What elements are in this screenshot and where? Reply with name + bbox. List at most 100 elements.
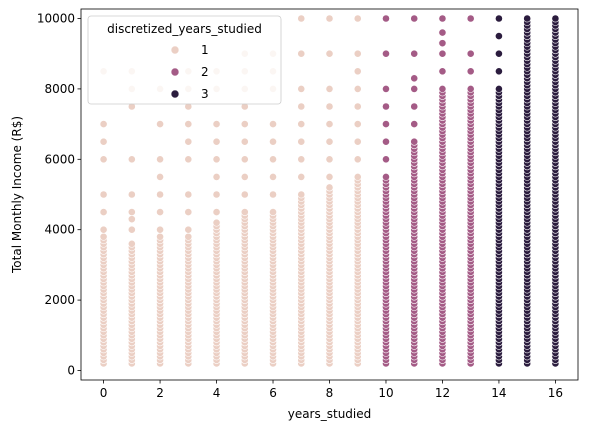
data-point-group-1	[156, 226, 163, 233]
data-point-group-1	[185, 138, 192, 145]
data-point-group-1	[269, 173, 276, 180]
data-point-group-1	[128, 226, 135, 233]
data-point-group-2	[439, 40, 446, 47]
data-point-group-2	[382, 173, 389, 180]
data-point-group-1	[213, 191, 220, 198]
data-point-group-2	[411, 15, 418, 22]
x-tick-label: 14	[491, 386, 506, 400]
data-point-group-1	[354, 103, 361, 110]
data-point-group-3	[552, 15, 559, 22]
data-point-group-2	[382, 121, 389, 128]
data-point-group-1	[298, 121, 305, 128]
data-point-group-1	[354, 121, 361, 128]
y-tick-label: 0	[67, 363, 75, 377]
x-tick-label: 0	[100, 386, 108, 400]
y-tick-label: 6000	[44, 152, 75, 166]
data-point-group-1	[298, 15, 305, 22]
data-point-group-1	[298, 173, 305, 180]
data-point-group-1	[241, 156, 248, 163]
data-point-group-2	[467, 15, 474, 22]
data-point-group-1	[354, 50, 361, 57]
data-point-group-3	[495, 33, 502, 40]
data-point-group-1	[298, 50, 305, 57]
data-point-group-1	[100, 209, 107, 216]
data-point-group-2	[439, 29, 446, 36]
data-point-group-3	[495, 50, 502, 57]
data-point-group-1	[326, 50, 333, 57]
data-point-group-1	[326, 138, 333, 145]
data-point-group-2	[439, 68, 446, 75]
data-point-group-3	[495, 68, 502, 75]
data-point-group-1	[100, 191, 107, 198]
data-point-group-1	[298, 156, 305, 163]
data-point-group-1	[354, 138, 361, 145]
data-point-group-3	[524, 15, 531, 22]
legend-marker-2	[171, 68, 179, 76]
data-point-group-1	[213, 138, 220, 145]
legend-label-1: 1	[201, 43, 209, 57]
data-point-group-1	[100, 138, 107, 145]
data-point-group-1	[354, 15, 361, 22]
data-point-group-1	[241, 138, 248, 145]
data-point-group-1	[326, 85, 333, 92]
data-point-group-2	[411, 103, 418, 110]
data-point-group-1	[213, 209, 220, 216]
data-point-group-1	[100, 233, 107, 240]
data-point-group-1	[213, 173, 220, 180]
legend-marker-3	[171, 90, 179, 98]
data-point-group-1	[298, 103, 305, 110]
x-tick-label: 2	[156, 386, 164, 400]
x-tick-label: 16	[548, 386, 563, 400]
data-point-group-1	[298, 191, 305, 198]
data-point-group-1	[128, 240, 135, 247]
data-point-group-1	[185, 121, 192, 128]
data-point-group-2	[439, 50, 446, 57]
data-point-group-1	[354, 156, 361, 163]
data-point-group-1	[269, 209, 276, 216]
data-point-group-2	[411, 121, 418, 128]
data-point-group-1	[269, 156, 276, 163]
legend-title: discretized_years_studied	[107, 22, 262, 36]
data-point-group-1	[213, 156, 220, 163]
data-point-group-2	[467, 50, 474, 57]
data-point-group-1	[156, 191, 163, 198]
data-point-group-1	[100, 121, 107, 128]
data-point-group-1	[185, 233, 192, 240]
data-point-group-1	[213, 219, 220, 226]
data-point-group-1	[326, 173, 333, 180]
data-point-group-1	[269, 191, 276, 198]
data-point-group-2	[439, 15, 446, 22]
y-tick-label: 10000	[37, 12, 75, 26]
data-point-group-2	[411, 75, 418, 82]
data-point-group-2	[439, 85, 446, 92]
data-point-group-1	[185, 226, 192, 233]
data-point-group-1	[326, 103, 333, 110]
data-point-group-1	[326, 15, 333, 22]
legend-label-3: 3	[201, 87, 209, 101]
data-point-group-1	[241, 121, 248, 128]
data-point-group-2	[411, 138, 418, 145]
legend-marker-1	[171, 46, 179, 54]
data-point-group-1	[354, 68, 361, 75]
data-point-group-1	[326, 184, 333, 191]
data-point-group-1	[156, 121, 163, 128]
data-point-group-2	[382, 15, 389, 22]
data-point-group-1	[128, 209, 135, 216]
data-point-group-1	[298, 85, 305, 92]
data-point-group-1	[185, 156, 192, 163]
data-point-group-1	[269, 121, 276, 128]
data-point-group-1	[128, 191, 135, 198]
data-point-group-1	[354, 173, 361, 180]
data-point-group-1	[100, 226, 107, 233]
x-tick-label: 6	[269, 386, 277, 400]
data-point-group-2	[382, 156, 389, 163]
data-point-group-1	[156, 156, 163, 163]
data-point-group-2	[382, 138, 389, 145]
x-tick-label: 8	[326, 386, 334, 400]
data-point-group-3	[495, 15, 502, 22]
y-tick-label: 4000	[44, 223, 75, 237]
data-point-group-1	[354, 85, 361, 92]
y-axis-label: Total Monthly Income (R$)	[10, 116, 24, 274]
data-point-group-2	[382, 85, 389, 92]
